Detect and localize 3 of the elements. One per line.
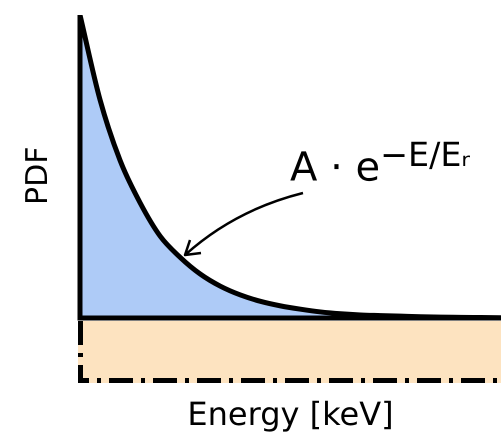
- y-axis-title: PDF: [20, 146, 55, 205]
- annotation: A · e$^{−E/Eᵣ}$: [290, 135, 470, 190]
- x-axis-title: Energy [keV]: [186, 395, 395, 433]
